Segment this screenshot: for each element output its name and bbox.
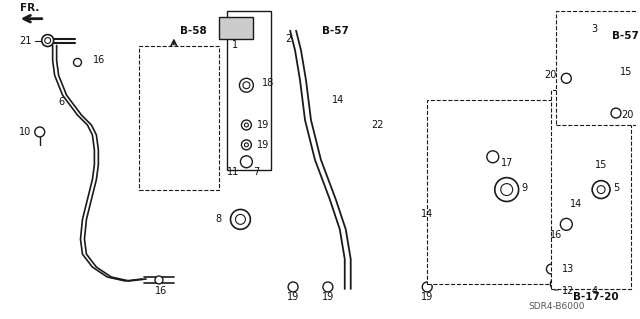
Text: 2: 2 — [285, 33, 291, 44]
Text: 7: 7 — [253, 167, 259, 177]
Circle shape — [241, 120, 252, 130]
Circle shape — [239, 78, 253, 92]
Text: 21: 21 — [20, 35, 32, 46]
Text: B-58: B-58 — [180, 26, 207, 36]
Text: 19: 19 — [421, 292, 433, 302]
Text: B-17-20: B-17-20 — [573, 292, 619, 302]
Text: 3: 3 — [591, 24, 597, 33]
Text: 8: 8 — [216, 214, 221, 224]
Circle shape — [547, 264, 556, 274]
Circle shape — [495, 178, 518, 202]
Circle shape — [236, 214, 245, 224]
Circle shape — [241, 140, 252, 150]
Text: 11: 11 — [227, 167, 239, 177]
Text: 15: 15 — [620, 67, 632, 77]
Bar — [147, 55, 207, 182]
Text: 16: 16 — [550, 230, 563, 240]
Text: 15: 15 — [595, 160, 607, 170]
Circle shape — [230, 210, 250, 229]
Text: 10: 10 — [19, 127, 31, 137]
Text: 6: 6 — [58, 97, 65, 107]
Circle shape — [561, 73, 572, 83]
Text: 1: 1 — [232, 40, 239, 49]
Circle shape — [45, 38, 51, 43]
Text: 4: 4 — [591, 286, 597, 296]
Bar — [227, 11, 271, 170]
Circle shape — [323, 282, 333, 292]
Circle shape — [561, 219, 572, 230]
Circle shape — [244, 123, 248, 127]
Bar — [139, 46, 219, 189]
Text: FR.: FR. — [20, 3, 40, 13]
Circle shape — [42, 34, 54, 47]
Text: 14: 14 — [570, 199, 582, 210]
Text: 9: 9 — [522, 182, 527, 193]
Text: 13: 13 — [562, 264, 575, 274]
Circle shape — [243, 82, 250, 89]
Text: 5: 5 — [613, 182, 619, 193]
Text: 18: 18 — [262, 78, 275, 88]
Text: 16: 16 — [93, 56, 106, 65]
Text: 14: 14 — [332, 95, 344, 105]
Bar — [219, 17, 253, 39]
Circle shape — [487, 151, 499, 163]
Circle shape — [592, 181, 610, 198]
Text: 19: 19 — [257, 120, 269, 130]
Text: 14: 14 — [421, 209, 433, 219]
Circle shape — [500, 184, 513, 196]
Text: 20: 20 — [621, 110, 634, 120]
Circle shape — [597, 186, 605, 194]
Circle shape — [241, 156, 252, 168]
Text: 22: 22 — [371, 120, 384, 130]
Circle shape — [550, 278, 563, 290]
Text: 12: 12 — [562, 286, 575, 296]
Text: 17: 17 — [500, 158, 513, 168]
Text: B-57: B-57 — [323, 26, 349, 36]
Text: B-57: B-57 — [612, 31, 639, 41]
Text: 19: 19 — [322, 292, 334, 302]
Circle shape — [288, 282, 298, 292]
Text: 20: 20 — [544, 70, 557, 80]
Circle shape — [422, 282, 432, 292]
Text: 19: 19 — [257, 140, 269, 150]
Text: 19: 19 — [287, 292, 300, 302]
Circle shape — [155, 276, 163, 284]
Bar — [552, 90, 631, 289]
Text: SDR4-B6000: SDR4-B6000 — [528, 302, 584, 311]
Circle shape — [244, 143, 248, 147]
Text: 16: 16 — [155, 286, 167, 296]
Bar — [428, 100, 586, 284]
Circle shape — [611, 108, 621, 118]
Circle shape — [74, 58, 81, 66]
Bar — [556, 11, 640, 125]
Circle shape — [35, 127, 45, 137]
